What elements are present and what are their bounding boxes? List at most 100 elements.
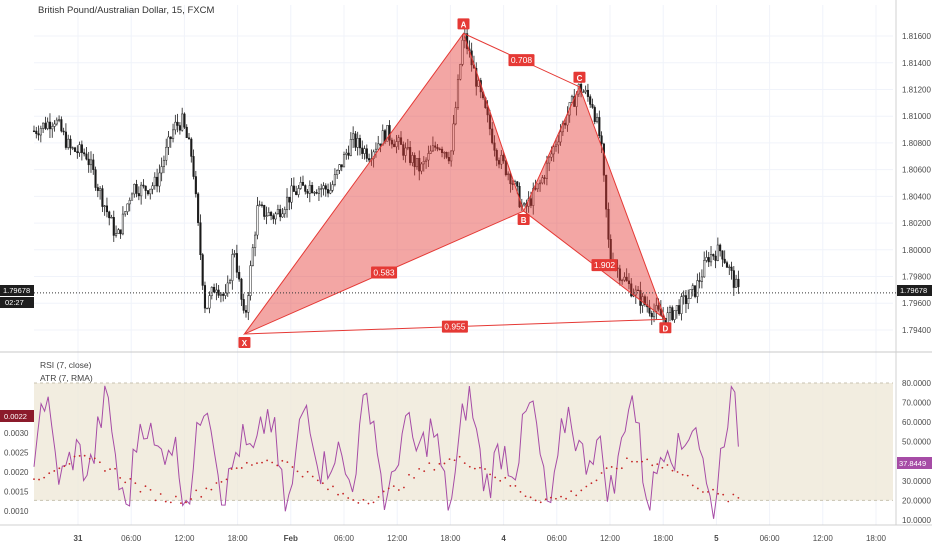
countdown-badge-left-text: 02:27 <box>5 298 24 307</box>
candle-body <box>377 143 380 150</box>
time-tick-label: 06:00 <box>547 534 568 543</box>
atr-dot <box>261 461 263 464</box>
ratio-label: 1.902 <box>594 260 616 270</box>
candle-body <box>388 125 391 141</box>
candles[interactable] <box>32 26 740 332</box>
candle-body <box>156 176 159 187</box>
atr-dot <box>48 472 51 475</box>
candle-body <box>112 217 115 236</box>
candle-body <box>450 150 453 162</box>
price-tick-label: 1.79800 <box>902 273 931 282</box>
candle-body <box>625 276 628 282</box>
atr-dot <box>377 496 380 498</box>
atr-dot <box>509 484 512 487</box>
atr-dot <box>240 467 243 469</box>
candle-body <box>306 191 309 194</box>
atr-dot <box>73 455 76 458</box>
candle-body <box>709 254 713 263</box>
atr-dot <box>321 482 324 485</box>
candle-body <box>226 282 229 294</box>
candle-body <box>183 113 186 128</box>
candle-body <box>117 229 120 234</box>
candle-body <box>333 174 336 185</box>
price-tick-label: 1.80200 <box>902 219 931 228</box>
atr-legend-label[interactable]: ATR (7, RMA) <box>40 373 93 383</box>
candle-body <box>639 290 642 306</box>
candle-body <box>386 125 389 142</box>
candle-body <box>320 188 323 190</box>
candle-body <box>219 293 222 296</box>
candle-body <box>324 185 327 190</box>
atr-dot <box>83 454 86 457</box>
atr-dot <box>382 490 385 493</box>
candle-body <box>399 137 403 145</box>
candle-body <box>456 79 460 108</box>
candle-body <box>618 268 621 281</box>
atr-dot <box>534 499 537 502</box>
atr-dot <box>220 481 223 483</box>
candle-body <box>623 276 626 281</box>
candle-body <box>637 289 640 292</box>
ratio-label-bg <box>441 320 468 333</box>
candle-body <box>552 146 555 155</box>
candle-body <box>356 138 359 148</box>
atr-dot <box>256 462 258 465</box>
atr-dot <box>722 493 725 496</box>
ratio-label-bg <box>371 266 398 279</box>
candle-body <box>516 181 519 187</box>
price-axis[interactable]: 1.81600 1.81400 1.81200 1.81000 1.80800 1.806… <box>895 0 931 525</box>
atr-dot <box>230 468 233 470</box>
candle-body <box>53 123 56 127</box>
candle-body <box>258 204 261 206</box>
candle-body <box>420 163 423 172</box>
atr-dot <box>671 469 674 472</box>
candle-body <box>67 138 70 148</box>
time-axis[interactable]: 31 06:00 12:00 18:00 Feb 06:00 12:00 18:00 4 06:0… <box>0 524 932 543</box>
pattern-point-x[interactable]: X <box>242 339 248 348</box>
rsi-tick-label: 20.0000 <box>902 496 931 505</box>
candle-body <box>231 254 234 281</box>
rsi-legend-label[interactable]: RSI (7, close) <box>40 360 92 370</box>
candle-body <box>254 234 257 248</box>
candle-body <box>545 162 548 179</box>
atr-dot <box>164 500 167 503</box>
atr-dot <box>418 467 421 470</box>
candle-body <box>169 136 172 139</box>
atr-dot <box>484 468 486 470</box>
candle-body <box>737 278 740 288</box>
time-tick-label: 18:00 <box>866 534 887 543</box>
candle-body <box>201 254 204 286</box>
pattern-point-c[interactable]: C <box>577 74 583 83</box>
candle-body <box>728 266 731 269</box>
candle-body <box>58 119 61 121</box>
harmonic-pattern[interactable]: 0.583 0.708 1.902 0.955 X A B C D <box>238 18 672 348</box>
candle-body <box>598 117 601 137</box>
atr-dot <box>600 472 603 474</box>
atr-dot <box>316 479 319 482</box>
atr-tick-label: 0.0025 <box>4 449 29 458</box>
rsi-tick-label: 80.0000 <box>902 379 931 388</box>
atr-dot <box>144 485 147 488</box>
candle-body <box>368 158 371 161</box>
candle-body <box>115 233 118 236</box>
candle-body <box>244 310 248 313</box>
atr-dot <box>555 497 557 500</box>
atr-tick-label: 0.0030 <box>4 429 29 438</box>
candle-body <box>675 305 678 311</box>
pattern-point-b[interactable]: B <box>521 216 527 225</box>
price-tick-label: 1.79400 <box>902 326 931 335</box>
atr-dot <box>651 464 654 467</box>
atr-dot <box>514 485 517 487</box>
pattern-point-a[interactable]: A <box>461 20 467 29</box>
atr-dot <box>387 487 390 490</box>
atr-dot <box>154 499 157 502</box>
candle-body <box>445 152 448 158</box>
candle-body <box>108 211 111 219</box>
pattern-point-d[interactable]: D <box>662 324 668 333</box>
current-price-badge-left: 1.79678 02:27 <box>0 285 34 308</box>
candle-body <box>295 191 298 195</box>
atr-dot <box>473 467 476 470</box>
candle-body <box>76 151 79 154</box>
price-tick-label: 1.81000 <box>902 112 931 121</box>
